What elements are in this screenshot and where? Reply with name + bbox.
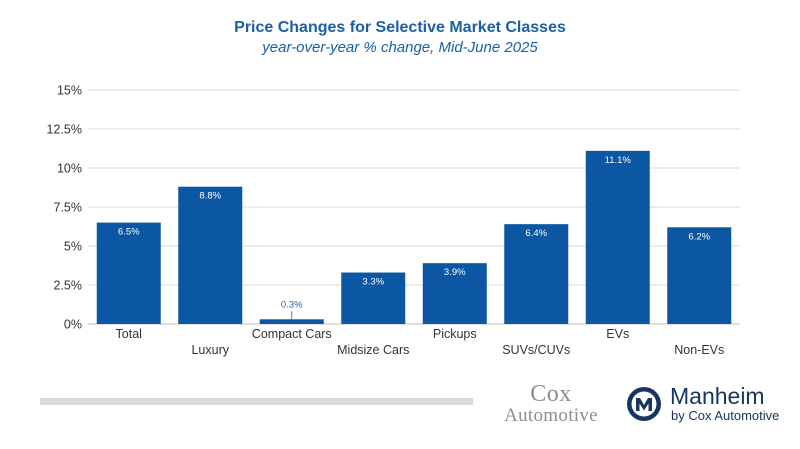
y-tick-label: 12.5% [47,123,82,137]
data-label: 0.3% [281,299,303,310]
data-label: 11.1% [605,155,632,166]
y-tick-label: 15% [57,84,82,98]
bar [178,186,243,324]
bar [422,263,487,324]
x-tick-label: Pickups [433,327,477,341]
footer-divider [40,398,473,405]
data-label: 6.4% [525,228,547,239]
data-labels: 6.5% 8.8% 0.3% 3.3% 3.9% 6.4% 11.1% 6.2% [118,155,711,320]
bar [667,227,732,324]
x-tick-label: Midsize Cars [337,343,409,357]
x-axis-ticks: Total Luxury Compact Cars Midsize Cars Picku… [116,327,725,357]
data-label: 3.3% [362,277,384,288]
y-tick-label: 0% [64,318,82,332]
cox-logo-line1: Cox [530,381,572,407]
manheim-logo: Manheim by Cox Automotive [626,383,796,424]
bar [585,150,650,324]
bar [341,272,406,324]
bar [504,224,569,324]
y-tick-label: 2.5% [54,279,83,293]
data-label: 3.9% [444,267,466,278]
manheim-tagline: by Cox Automotive [671,408,780,423]
y-tick-label: 5% [64,240,82,254]
data-label: 6.2% [688,231,710,242]
y-axis-ticks: 0% 2.5% 5% 7.5% 10% 12.5% 15% [47,84,82,332]
chart-title: Price Changes for Selective Market Class… [234,19,566,36]
x-tick-label: SUVs/CUVs [502,343,570,357]
cox-logo-line2: Automotive [504,405,598,426]
data-label: 8.8% [199,191,221,202]
manheim-m-icon [627,387,661,421]
data-label: 6.5% [118,227,140,238]
chart-subtitle: year-over-year % change, Mid-June 2025 [262,39,538,56]
x-tick-label: Compact Cars [252,327,332,341]
bar-chart: 0% 2.5% 5% 7.5% 10% 12.5% 15% 6.5% 8.8% 0.3% 3.3%… [47,84,740,357]
x-tick-label: Total [116,327,142,341]
x-tick-label: Luxury [191,343,229,357]
bar [96,222,161,324]
cox-automotive-logo: Cox Automotive [490,381,612,427]
bar [259,319,324,324]
y-tick-label: 10% [57,162,82,176]
y-tick-label: 7.5% [54,201,83,215]
chart-header: Price Changes for Selective Market Class… [0,18,800,58]
manheim-wordmark: Manheim [670,383,765,409]
x-tick-label: EVs [606,327,629,341]
x-tick-label: Non-EVs [674,343,724,357]
bars [96,150,732,324]
